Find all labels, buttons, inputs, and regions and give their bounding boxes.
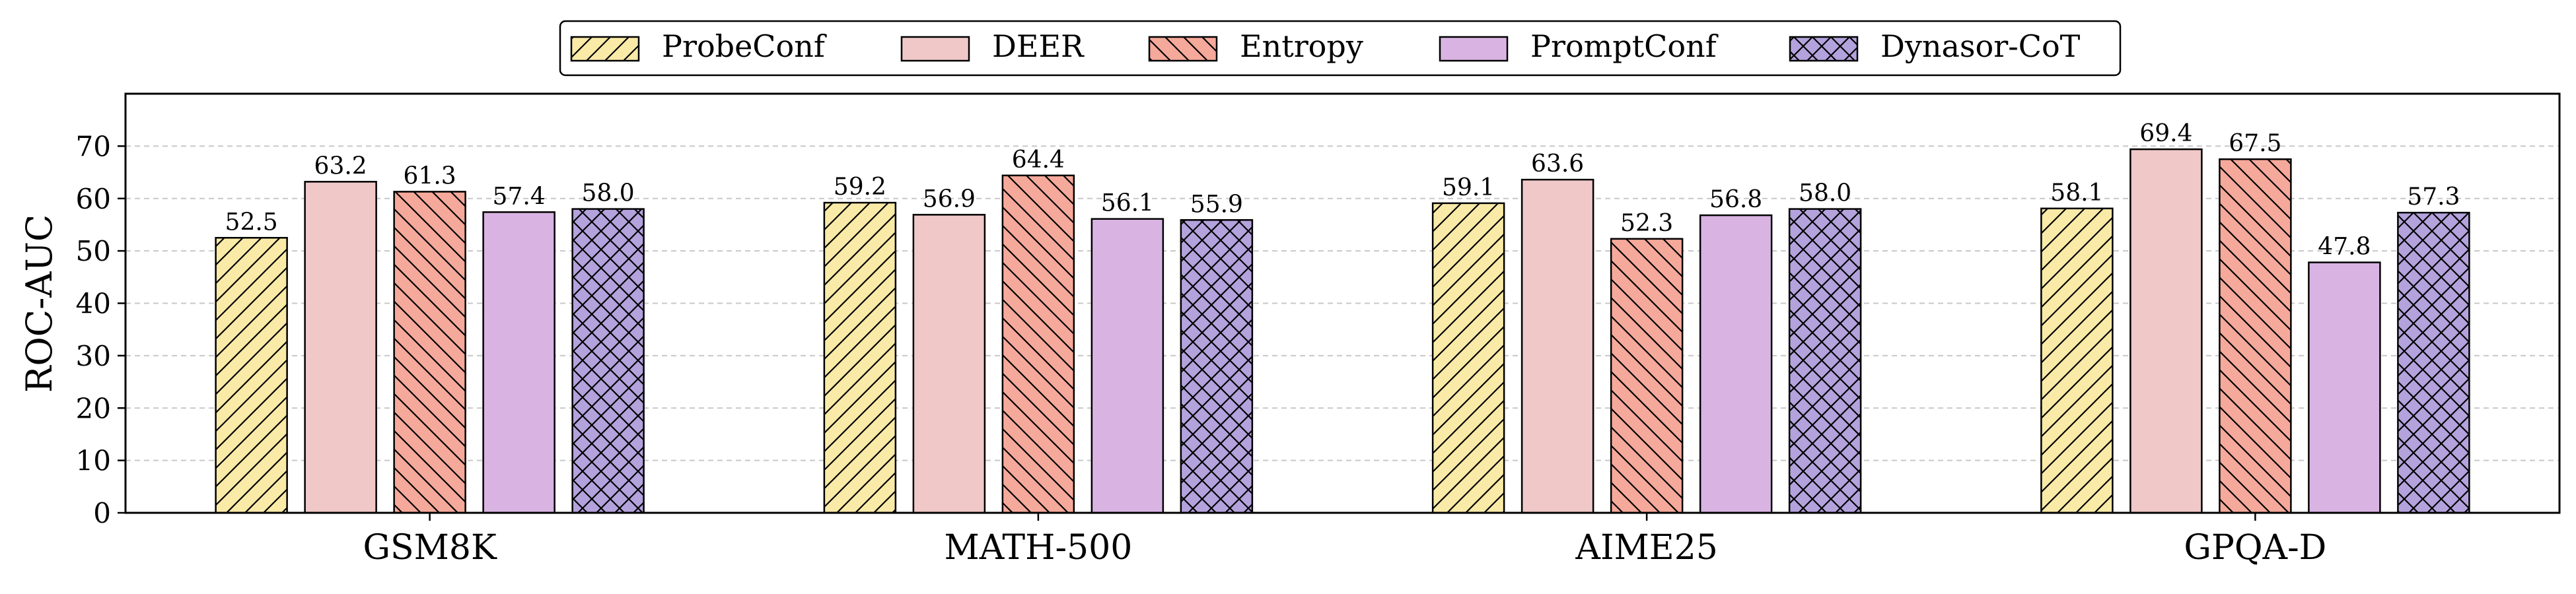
x-tick-label: AIME25 <box>1575 528 1717 568</box>
legend-swatch <box>1439 36 1509 62</box>
y-tick-label: 70 <box>76 130 111 162</box>
y-tick-label: 20 <box>76 392 111 424</box>
bar <box>2040 207 2114 514</box>
data-label: 52.3 <box>1620 210 1673 237</box>
bar <box>1091 218 1164 514</box>
x-tick-label: MATH-500 <box>944 528 1132 568</box>
data-label: 58.1 <box>2050 180 2103 207</box>
data-label: 58.0 <box>1799 180 1851 207</box>
data-label: 58.0 <box>582 180 635 207</box>
bar <box>1610 238 1684 514</box>
y-tick-label: 60 <box>76 183 111 215</box>
data-label: 61.3 <box>404 162 456 189</box>
x-tick-label: GPQA-D <box>2184 528 2326 568</box>
data-label: 55.9 <box>1190 191 1243 218</box>
data-label: 57.3 <box>2407 183 2460 211</box>
bar <box>571 208 645 514</box>
bar <box>912 214 986 514</box>
data-label: 59.2 <box>834 174 886 201</box>
y-axis: 0 10 20 30 40 50 60 70 <box>76 130 125 529</box>
y-tick-label: 30 <box>76 340 111 372</box>
y-tick-label: 10 <box>76 445 111 477</box>
data-label: 59.1 <box>1442 174 1495 201</box>
bar <box>1521 178 1594 514</box>
bar <box>215 237 288 514</box>
bar <box>2308 261 2381 514</box>
bar <box>1699 214 1773 514</box>
x-axis: GSM8K MATH-500 AIME25 GPQA-D <box>363 513 2326 568</box>
data-label: 47.8 <box>2318 234 2371 261</box>
legend-label: Entropy <box>1240 28 1363 64</box>
data-label: 63.2 <box>314 152 367 180</box>
bar <box>2219 158 2292 514</box>
legend-swatch <box>1148 36 1218 62</box>
bar <box>1180 219 1254 514</box>
bars <box>215 148 2470 514</box>
bar <box>823 201 897 514</box>
y-tick-label: 0 <box>93 497 111 529</box>
bar <box>304 181 377 514</box>
bar <box>2397 211 2470 514</box>
bar <box>1788 208 1862 514</box>
data-labels: 52.5 63.2 61.3 57.4 58.0 59.2 56.9 64.4 56.1 55.9… <box>225 120 2460 260</box>
data-label: 52.5 <box>225 209 278 236</box>
legend-swatch <box>1789 36 1859 62</box>
legend-frame <box>559 20 2122 77</box>
legend-swatch <box>900 36 970 62</box>
legend-label: Dynasor-CoT <box>1880 28 2081 64</box>
bar <box>482 211 555 514</box>
data-label: 56.1 <box>1101 190 1154 217</box>
data-label: 67.5 <box>2229 130 2281 157</box>
plot-frame <box>124 92 2561 514</box>
data-label: 69.4 <box>2139 120 2192 147</box>
legend-label: DEER <box>992 28 1085 64</box>
x-tick-label: GSM8K <box>363 528 497 568</box>
data-label: 56.9 <box>923 185 976 213</box>
data-label: 63.6 <box>1531 150 1584 178</box>
bar <box>2129 148 2203 514</box>
y-tick-label: 50 <box>76 235 111 267</box>
data-label: 57.4 <box>493 183 546 210</box>
data-label: 56.8 <box>1709 186 1762 213</box>
legend-label: PromptConf <box>1530 28 1719 64</box>
legend-swatch <box>570 36 640 62</box>
data-label: 64.4 <box>1012 147 1065 174</box>
legend: ProbeConf DEER Entropy PromptConf Dynasor-Co… <box>559 20 2122 77</box>
y-axis-title: ROC-AUC <box>18 214 60 393</box>
y-tick-label: 40 <box>76 288 111 320</box>
bar <box>1431 202 1505 514</box>
legend-label: ProbeConf <box>662 28 827 64</box>
bar <box>393 191 466 514</box>
bar <box>1001 174 1075 514</box>
